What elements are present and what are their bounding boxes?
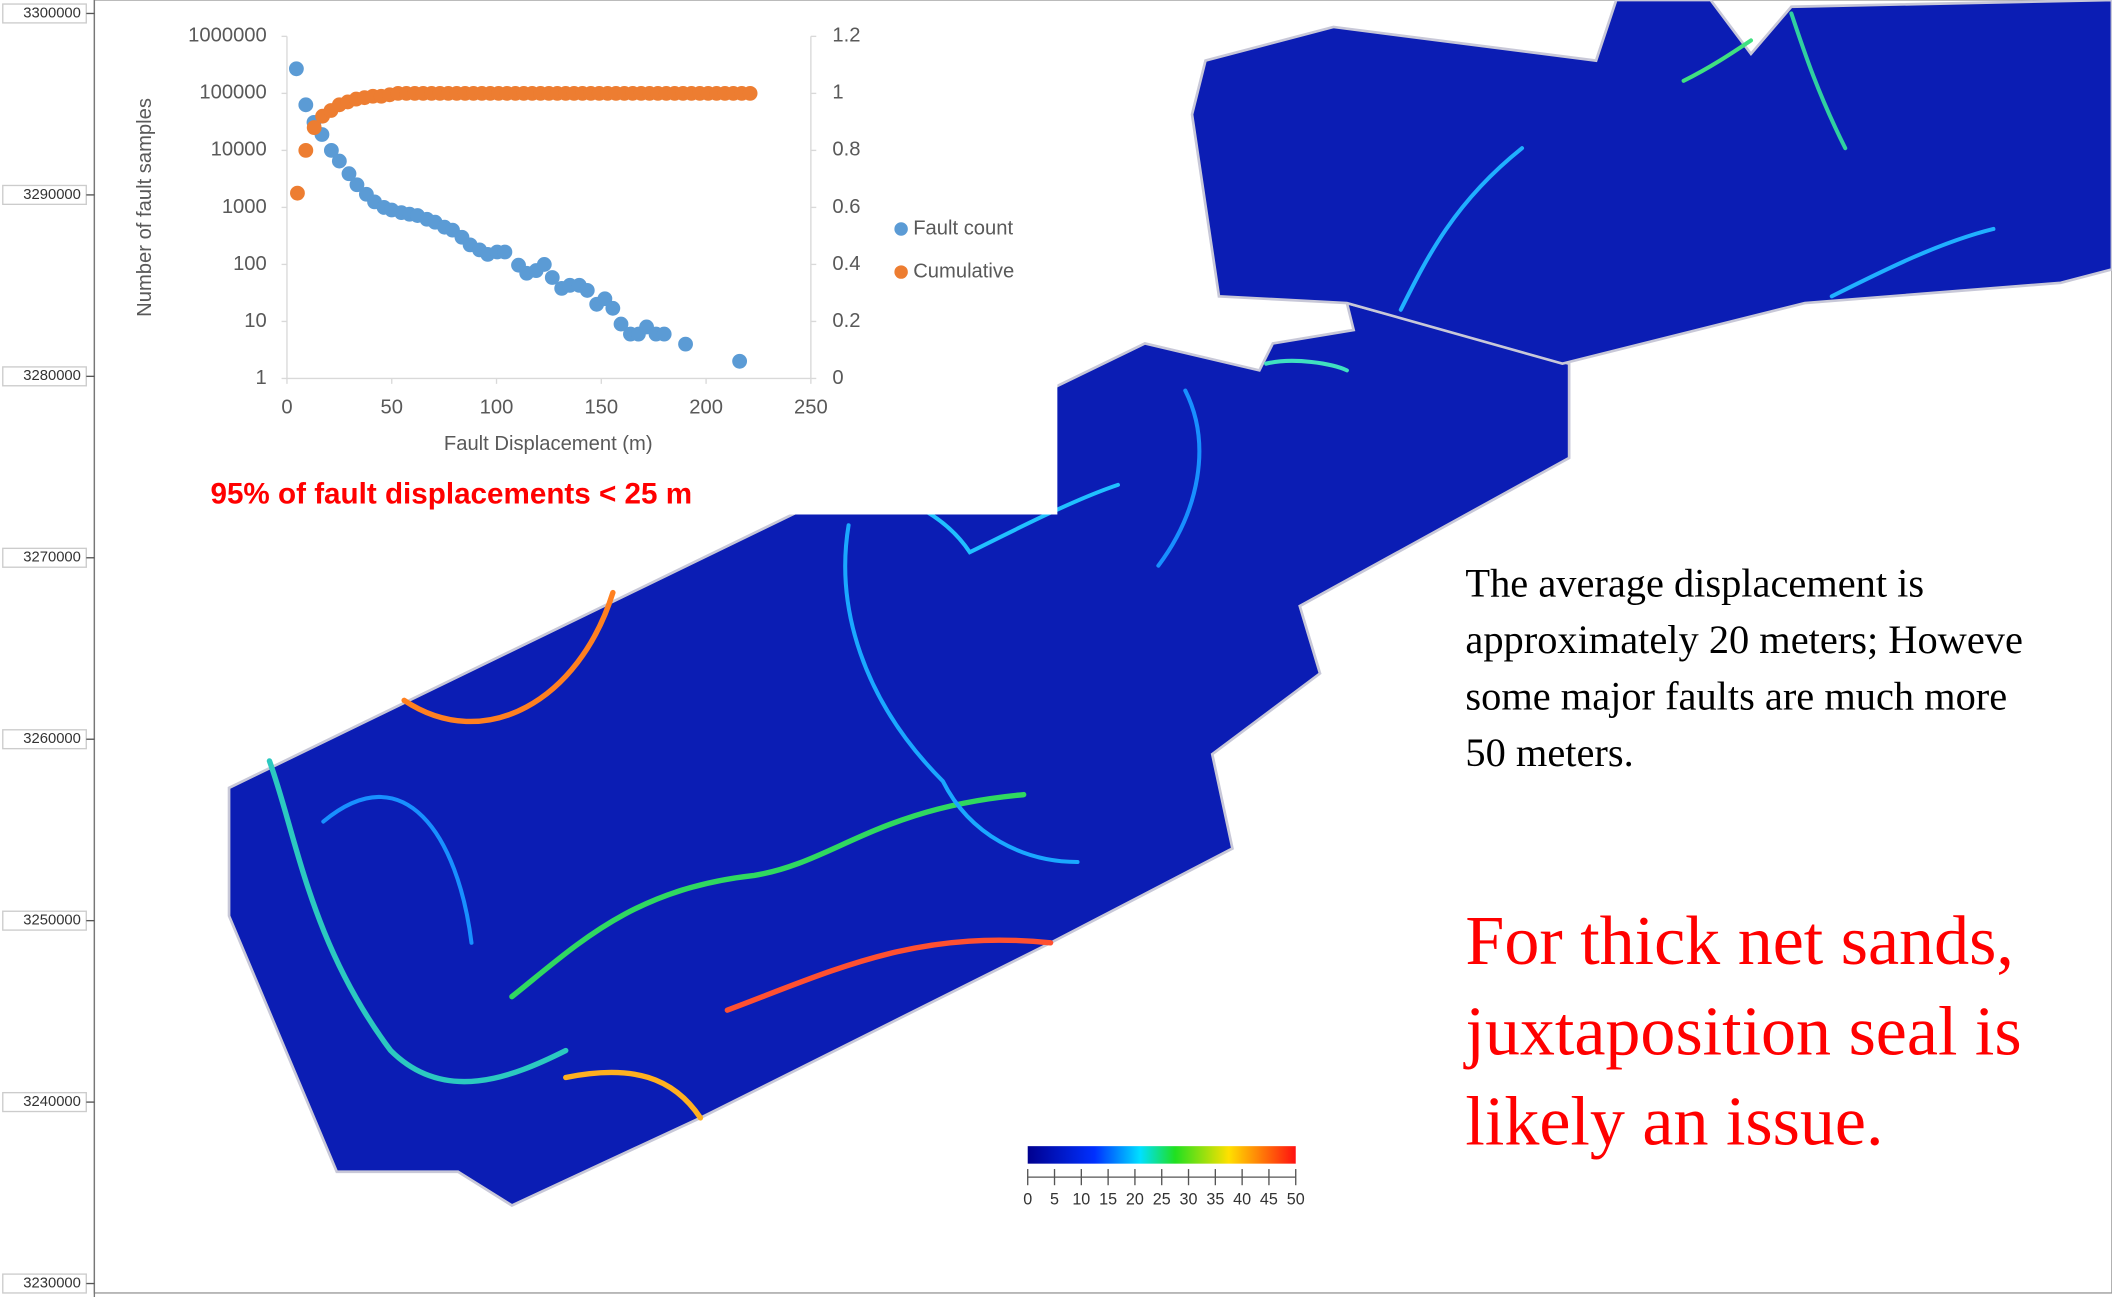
conclusion-line: juxtaposition seal is [1462, 993, 2021, 1070]
map-y-tick-label: 3250000 [23, 913, 81, 929]
slide: Number of fault samples Fault Displaceme… [0, 0, 2112, 1297]
legend-label: Fault count [913, 217, 1013, 239]
colorbar-tick-label: 5 [1050, 1190, 1059, 1208]
y-tick-label: 1 [256, 367, 267, 389]
legend-marker [894, 265, 907, 278]
colorbar-tick-label: 0 [1023, 1190, 1032, 1208]
y2-tick-label: 0.4 [832, 253, 860, 275]
y-tick-label: 100000 [199, 82, 266, 104]
y2-tick-label: 0.8 [832, 139, 860, 161]
x-tick-label: 250 [794, 396, 828, 418]
page: {"chart_data": {"type": "scatter", "y_la… [0, 0, 2112, 1297]
colorbar-tick-label: 20 [1126, 1190, 1144, 1208]
point [732, 354, 747, 369]
colorbar-tick-label: 15 [1099, 1190, 1117, 1208]
paragraph-line: The average displacement is [1465, 560, 1924, 605]
conclusion-line: likely an issue. [1465, 1084, 1883, 1161]
paragraph-line: 50 meters. [1465, 730, 1633, 775]
y-axis-label: Number of fault samples [134, 98, 156, 317]
map-y-tick-label: 3280000 [23, 368, 81, 384]
y2-tick-label: 1.2 [832, 25, 860, 47]
colorbar-tick-label: 50 [1287, 1190, 1305, 1208]
point [298, 143, 313, 158]
paragraph-line: approximately 20 meters; Howeve [1465, 617, 2022, 662]
colorbar-tick-label: 30 [1180, 1190, 1198, 1208]
x-tick-label: 150 [584, 396, 618, 418]
point [498, 245, 513, 260]
colorbar-tick-label: 40 [1233, 1190, 1251, 1208]
map-y-tick-label: 3240000 [23, 1094, 81, 1110]
point [678, 337, 693, 352]
x-tick-label: 200 [689, 396, 723, 418]
x-axis-label: Fault Displacement (m) [444, 433, 653, 455]
annotation: 95% of fault displacements < 25 m [210, 477, 692, 510]
conclusion-line: For thick net sands, [1465, 903, 2013, 980]
point [743, 86, 758, 101]
point [298, 97, 313, 112]
x-tick-label: 0 [281, 396, 292, 418]
point [605, 301, 620, 316]
x-tick-label: 100 [480, 396, 514, 418]
legend-marker [894, 222, 907, 235]
legend-label: Cumulative [913, 260, 1014, 282]
colorbar-tick-label: 25 [1153, 1190, 1171, 1208]
map-y-tick-label: 3230000 [23, 1275, 81, 1291]
colorbar [1028, 1146, 1296, 1164]
map-y-tick-label: 3300000 [23, 5, 81, 21]
colorbar-tick-label: 45 [1260, 1190, 1278, 1208]
map-y-tick-label: 3270000 [23, 550, 81, 566]
point [580, 283, 595, 298]
point [290, 186, 305, 201]
y-tick-label: 1000000 [188, 25, 267, 47]
y-tick-label: 100 [233, 253, 267, 275]
paragraph-line: some major faults are much more [1465, 674, 2007, 719]
y2-tick-label: 0 [832, 367, 843, 389]
y2-tick-label: 0.2 [832, 310, 860, 332]
point [289, 61, 304, 76]
point [332, 154, 347, 169]
y-tick-label: 1000 [222, 196, 267, 218]
colorbar-tick-label: 35 [1206, 1190, 1224, 1208]
map-y-tick-label: 3260000 [23, 731, 81, 747]
y2-tick-label: 0.6 [832, 196, 860, 218]
point [657, 327, 672, 342]
colorbar-tick-label: 10 [1072, 1190, 1090, 1208]
x-tick-label: 50 [381, 396, 403, 418]
chart: Number of fault samples Fault Displaceme… [128, 13, 1057, 514]
y-tick-label: 10 [244, 310, 266, 332]
y2-tick-label: 1 [832, 82, 843, 104]
point [537, 257, 552, 272]
y-tick-label: 10000 [211, 139, 267, 161]
map-y-tick-label: 3290000 [23, 187, 81, 203]
